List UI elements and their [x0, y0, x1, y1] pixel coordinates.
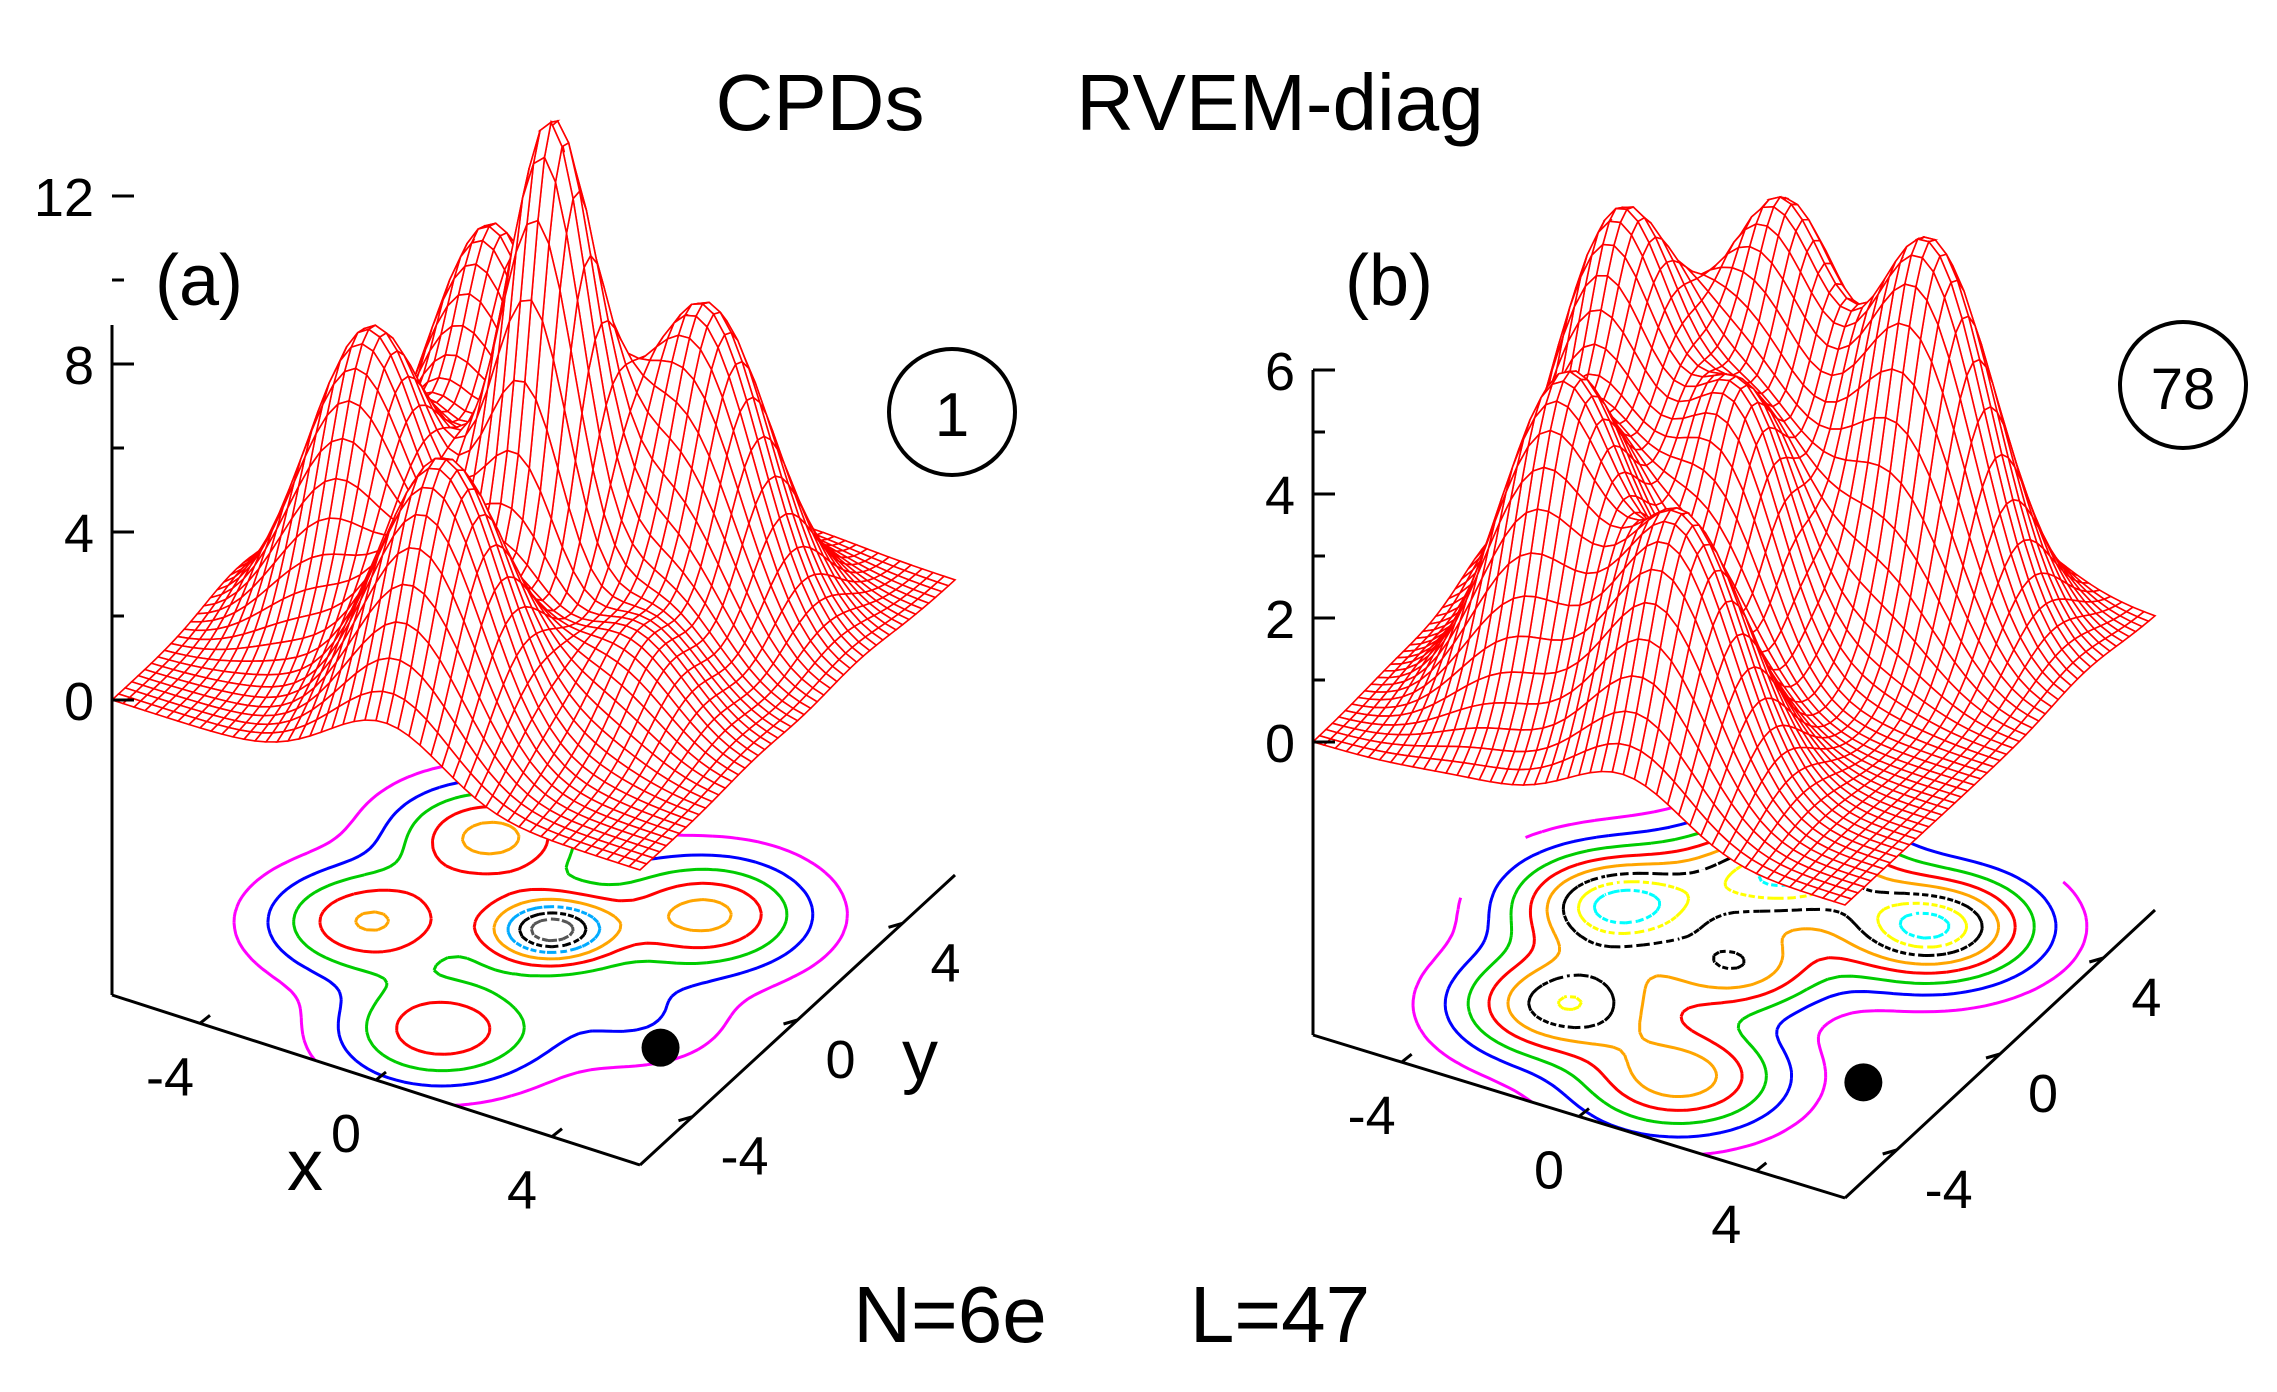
contour-level-6	[506, 905, 602, 954]
panel-b-state-label: 78	[2151, 357, 2216, 422]
panel-b: 0 2 4 6 -4 0 4 -4 0 4 (b) 78	[1265, 195, 2248, 1255]
y-tick-label: 4	[2131, 968, 2161, 1028]
x-tick	[199, 1014, 211, 1025]
x-tick-label: 0	[1534, 1141, 1564, 1201]
z-tick-label: 2	[1265, 590, 1295, 650]
footer-left: N=6e	[853, 1270, 1046, 1359]
y-tick-label: 0	[2028, 1064, 2058, 1124]
x-tick-label: -4	[146, 1047, 194, 1107]
panel-b-surface	[1311, 195, 2157, 906]
x-tick	[551, 1127, 563, 1138]
z-tick-label: 0	[1265, 714, 1295, 774]
y-tick-label: 0	[826, 1030, 856, 1090]
panel-a-ylabel: y	[902, 1016, 938, 1096]
x-tick	[1400, 1052, 1413, 1064]
panel-a-xlabel: x	[287, 1126, 323, 1206]
contour-level-5	[354, 820, 733, 961]
fixed-electron-marker	[1844, 1063, 1883, 1102]
contour-level-7	[518, 911, 588, 949]
panel-a-state-badge: 1	[887, 347, 1017, 477]
x-tick	[1755, 1161, 1768, 1173]
z-tick-label: 0	[64, 672, 94, 732]
panel-a-label: (a)	[155, 241, 243, 321]
x-tick-label: 4	[1711, 1195, 1741, 1255]
panel-a: 0 4 8 12 -4 0 4 -4 0 4 (a) 1 x y	[34, 119, 1017, 1221]
panel-a-contours	[232, 759, 849, 1107]
z-tick-label: 4	[1265, 466, 1295, 526]
contour-level-7	[1557, 854, 1968, 1011]
fixed-electron-marker	[641, 1028, 680, 1067]
footer-right: L=47	[1190, 1270, 1370, 1359]
z-tick-label: 8	[64, 336, 94, 396]
panel-b-state-badge: 78	[2118, 320, 2248, 450]
panel-a-state-label: 1	[935, 381, 969, 450]
contour-level-4	[318, 805, 763, 1056]
x-tick-label: 0	[331, 1104, 361, 1164]
y-tick-label: 4	[931, 933, 961, 993]
panel-b-label: (b)	[1345, 241, 1433, 321]
contour-level-1	[232, 759, 849, 1107]
contour-level-8	[529, 917, 575, 943]
title-left: CPDs	[716, 58, 925, 147]
z-tick-label: 4	[64, 504, 94, 564]
x-tick-label: -4	[1348, 1086, 1396, 1146]
y-tick-label: -4	[1925, 1160, 1973, 1220]
title-right: RVEM-diag	[1076, 58, 1484, 147]
z-tick-label: 6	[1265, 342, 1295, 402]
x-tick-label: 4	[507, 1161, 537, 1221]
z-tick-label: 12	[34, 168, 94, 228]
panel-a-surface	[110, 119, 957, 871]
y-tick-label: -4	[721, 1127, 769, 1187]
